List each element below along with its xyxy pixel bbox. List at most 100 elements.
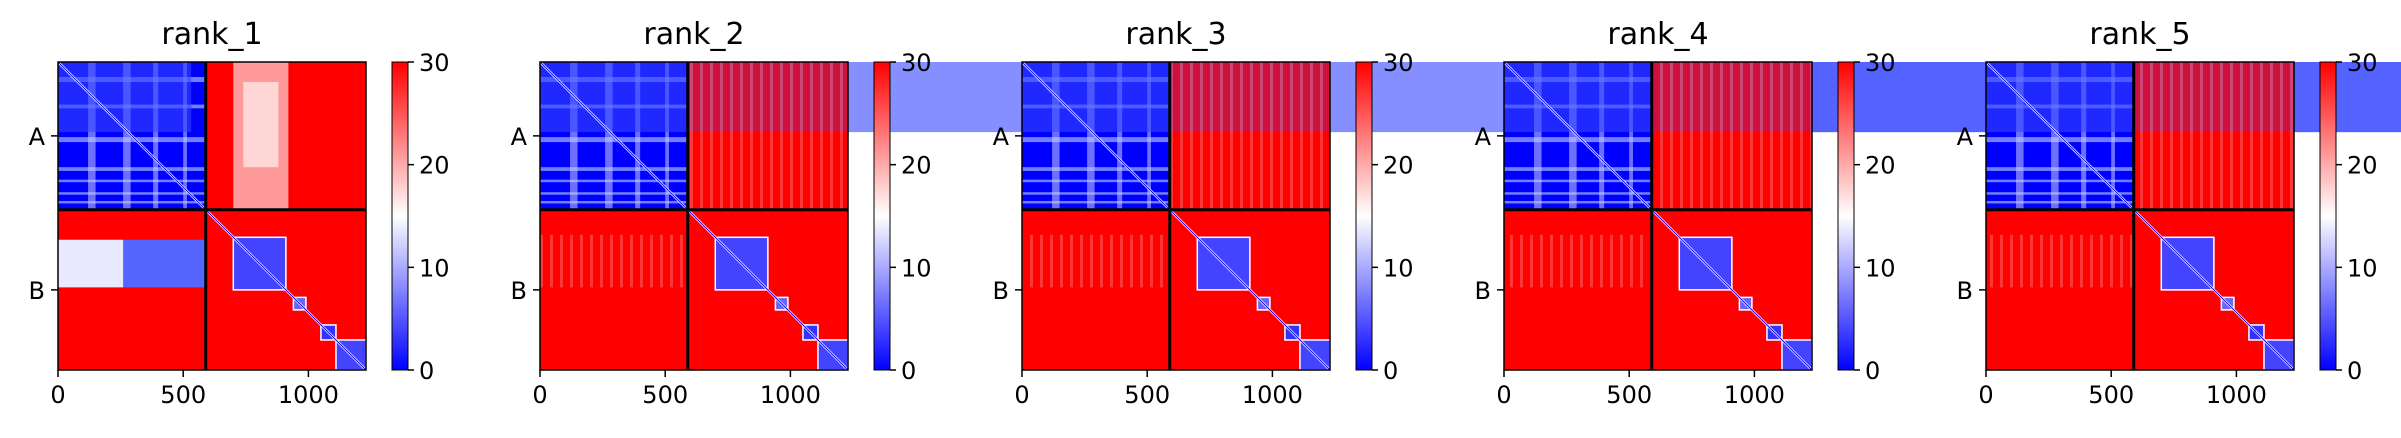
block-A-A-band-4 bbox=[1504, 179, 1652, 183]
colorbar: 0 10 20 30 bbox=[873, 49, 932, 385]
block-A-A-vband-1 bbox=[2051, 62, 2059, 210]
x-tick-label: 0 bbox=[1978, 381, 1993, 409]
block-A-A-band-3 bbox=[1986, 167, 2134, 171]
block-A-A-vband-1 bbox=[123, 62, 131, 210]
colorbar-tick-label: 30 bbox=[419, 49, 450, 77]
block-A-A-vband-0 bbox=[2016, 62, 2024, 210]
block-A-A-vband-0 bbox=[88, 62, 96, 210]
chart-title: rank_1 bbox=[161, 17, 262, 52]
block-A-A-band-4 bbox=[540, 179, 688, 183]
x-tick-label: 500 bbox=[2088, 381, 2134, 409]
x-tick-label: 1000 bbox=[1724, 381, 1785, 409]
y-tick-label: B bbox=[1475, 277, 1491, 305]
subplot-rank_1: rank_1 0 500 1000 A B 0 10 20 30 bbox=[29, 17, 450, 409]
colorbar: 0 10 20 30 bbox=[2319, 49, 2378, 385]
block-B-A bbox=[1022, 234, 1170, 288]
block-B-A-texture bbox=[540, 234, 688, 288]
heatmap bbox=[1985, 61, 2401, 371]
block-A-A-band-4 bbox=[1986, 179, 2134, 183]
axes-frame bbox=[539, 61, 849, 371]
chart-title: rank_3 bbox=[1125, 17, 1226, 52]
block-B-A bbox=[1504, 234, 1652, 288]
colorbar-tick-label: 30 bbox=[1865, 49, 1896, 77]
block-A-A-band-2 bbox=[1986, 137, 2134, 143]
block-A-A-band-3 bbox=[540, 167, 688, 171]
block-B-A-texture bbox=[1986, 234, 2134, 288]
colorbar-tick-label: 0 bbox=[901, 357, 916, 385]
subplot-rank_5: rank_5 0 500 1000 A B 0 10 20 30 bbox=[1957, 17, 2401, 409]
y-tick-label: B bbox=[511, 277, 527, 305]
colorbar: 0 10 20 30 bbox=[1837, 49, 1896, 385]
colorbar-gradient bbox=[1355, 61, 1373, 371]
block-A-B-texture bbox=[2133, 62, 2294, 210]
block-A-A-band-3 bbox=[1504, 167, 1652, 171]
block-A-A-band-2 bbox=[1022, 137, 1170, 143]
block-B-A-pale bbox=[58, 239, 124, 288]
x-tick-label: 500 bbox=[160, 381, 206, 409]
block-A-A-vband-1 bbox=[1569, 62, 1577, 210]
block-A-A-band-6 bbox=[540, 200, 688, 204]
block-A-B-texture bbox=[1651, 62, 1812, 210]
x-tick-label: 0 bbox=[50, 381, 65, 409]
block-A-A-band-3 bbox=[1022, 167, 1170, 171]
block-A-A-core bbox=[58, 62, 192, 133]
colorbar-tick-label: 10 bbox=[1865, 254, 1896, 282]
colorbar-tick-label: 30 bbox=[1383, 49, 1414, 77]
colorbar: 0 10 20 30 bbox=[1355, 49, 1414, 385]
block-A-A-band-4 bbox=[1022, 179, 1170, 183]
diagonal-line bbox=[539, 61, 849, 371]
colorbar-tick-label: 30 bbox=[2347, 49, 2378, 77]
colorbar-tick-label: 0 bbox=[1383, 357, 1398, 385]
y-tick-label: A bbox=[511, 123, 528, 151]
x-tick-label: 1000 bbox=[760, 381, 821, 409]
block-A-A-vband-3 bbox=[183, 62, 187, 210]
block-B-A bbox=[540, 234, 688, 288]
block-A-A-vband-1 bbox=[1087, 62, 1095, 210]
axes-frame bbox=[1021, 61, 1331, 371]
heatmap bbox=[57, 61, 367, 371]
diagonal-line bbox=[1021, 61, 1331, 371]
y-tick-label: A bbox=[29, 123, 46, 151]
colorbar-tick-label: 0 bbox=[2347, 357, 2362, 385]
block-A-A-vband-1 bbox=[605, 62, 613, 210]
colorbar-gradient bbox=[2319, 61, 2337, 371]
colorbar-tick-label: 20 bbox=[419, 152, 450, 180]
y-tick-label: B bbox=[1957, 277, 1973, 305]
block-A-A-band-3 bbox=[58, 167, 206, 171]
block-B-A bbox=[58, 239, 206, 288]
x-tick-label: 0 bbox=[1496, 381, 1511, 409]
block-A-A-vband-2 bbox=[1117, 62, 1123, 210]
block-A-B bbox=[1169, 62, 1330, 210]
x-tick-label: 500 bbox=[642, 381, 688, 409]
block-A-A-vband-3 bbox=[2111, 62, 2115, 210]
axes-frame bbox=[1503, 61, 1813, 371]
block-A-A-band-2 bbox=[58, 137, 206, 143]
block-A-A-vband-0 bbox=[1534, 62, 1542, 210]
colorbar-tick-label: 10 bbox=[1383, 254, 1414, 282]
colorbar-gradient bbox=[391, 61, 409, 371]
colorbar-tick-label: 20 bbox=[2347, 152, 2378, 180]
chart-title: rank_5 bbox=[2089, 17, 2190, 52]
colorbar-tick-label: 30 bbox=[901, 49, 932, 77]
block-B-A-texture bbox=[1022, 234, 1170, 288]
block-A-A-band-5 bbox=[1986, 192, 2134, 195]
block-A-A-band-5 bbox=[1022, 192, 1170, 195]
block-A-A-vband-2 bbox=[635, 62, 641, 210]
block-A-A-vband-0 bbox=[570, 62, 578, 210]
y-tick-label: A bbox=[993, 123, 1010, 151]
axes-frame bbox=[1985, 61, 2295, 371]
colorbar-tick-label: 10 bbox=[2347, 254, 2378, 282]
block-A-B bbox=[1651, 62, 1812, 210]
x-tick-label: 0 bbox=[532, 381, 547, 409]
block-A-A-band-2 bbox=[1504, 137, 1652, 143]
colorbar-tick-label: 0 bbox=[419, 357, 434, 385]
colorbar-tick-label: 0 bbox=[1865, 357, 1880, 385]
colorbar: 0 10 20 30 bbox=[391, 49, 450, 385]
colorbar-tick-label: 20 bbox=[1865, 152, 1896, 180]
block-A-A-band-6 bbox=[1504, 200, 1652, 204]
colorbar-tick-label: 20 bbox=[901, 152, 932, 180]
block-A-A-band-4 bbox=[58, 179, 206, 183]
block-A-B bbox=[687, 62, 848, 210]
x-tick-label: 1000 bbox=[2206, 381, 2267, 409]
